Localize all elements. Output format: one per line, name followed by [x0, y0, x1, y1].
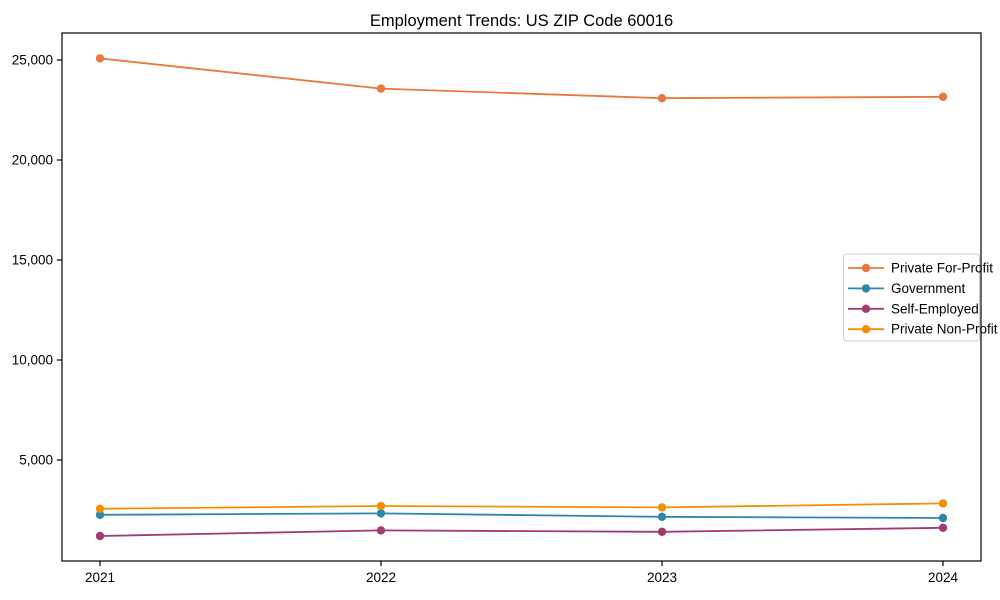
legend-box: [843, 253, 980, 342]
legend-item: Private Non-Profit: [848, 322, 998, 337]
data-point: [376, 501, 386, 511]
y-tick-label: 20,000: [12, 153, 53, 168]
legend-marker: [861, 325, 871, 334]
legend-label: Self-Employed: [891, 301, 979, 316]
legend-item: Private For-Profit: [848, 261, 993, 276]
y-tick-label: 10,000: [12, 353, 53, 368]
x-tick-label: 2022: [366, 570, 396, 585]
data-point: [938, 523, 948, 532]
data-point: [95, 504, 105, 513]
data-point: [95, 510, 105, 519]
x-tick-label: 2021: [85, 570, 115, 585]
series-line-private-non-profit: [99, 502, 944, 510]
series-line-government: [99, 512, 944, 519]
legend: Private For-Profit Government Self-Employe…: [843, 253, 998, 342]
data-point: [938, 513, 948, 523]
plot-frame: [61, 32, 982, 562]
y-tick-label: 5,000: [19, 453, 53, 468]
legend-label: Private Non-Profit: [891, 322, 998, 337]
series-line-private-for-profit: [99, 57, 944, 100]
y-tick-label: 25,000: [12, 53, 53, 68]
legend-item: Self-Employed: [848, 301, 979, 316]
legend-marker: [861, 284, 871, 293]
legend-label: Private For-Profit: [891, 261, 993, 276]
series-line-self-employed: [99, 526, 944, 537]
legend-marker: [861, 263, 871, 273]
series-lines: [95, 54, 948, 541]
axes: 5,000 10,000 15,000 20,000 25,000 2021 2022 202…: [12, 53, 959, 586]
legend-item: Government: [848, 281, 966, 296]
data-point: [657, 527, 667, 536]
data-point: [376, 509, 386, 518]
chart-title: Employment Trends: US ZIP Code 60016: [370, 12, 673, 30]
data-point: [657, 503, 667, 512]
data-point: [95, 54, 105, 63]
data-point: [657, 512, 667, 521]
data-point: [938, 92, 948, 102]
legend-marker: [861, 304, 871, 313]
x-tick-label: 2023: [647, 570, 677, 585]
y-tick-label: 15,000: [12, 253, 53, 268]
x-tick-label: 2024: [928, 570, 959, 585]
data-point: [376, 526, 386, 535]
data-point: [376, 84, 386, 93]
data-point: [95, 531, 105, 541]
data-point: [657, 94, 667, 103]
legend-label: Government: [891, 281, 966, 296]
data-point: [938, 499, 948, 508]
